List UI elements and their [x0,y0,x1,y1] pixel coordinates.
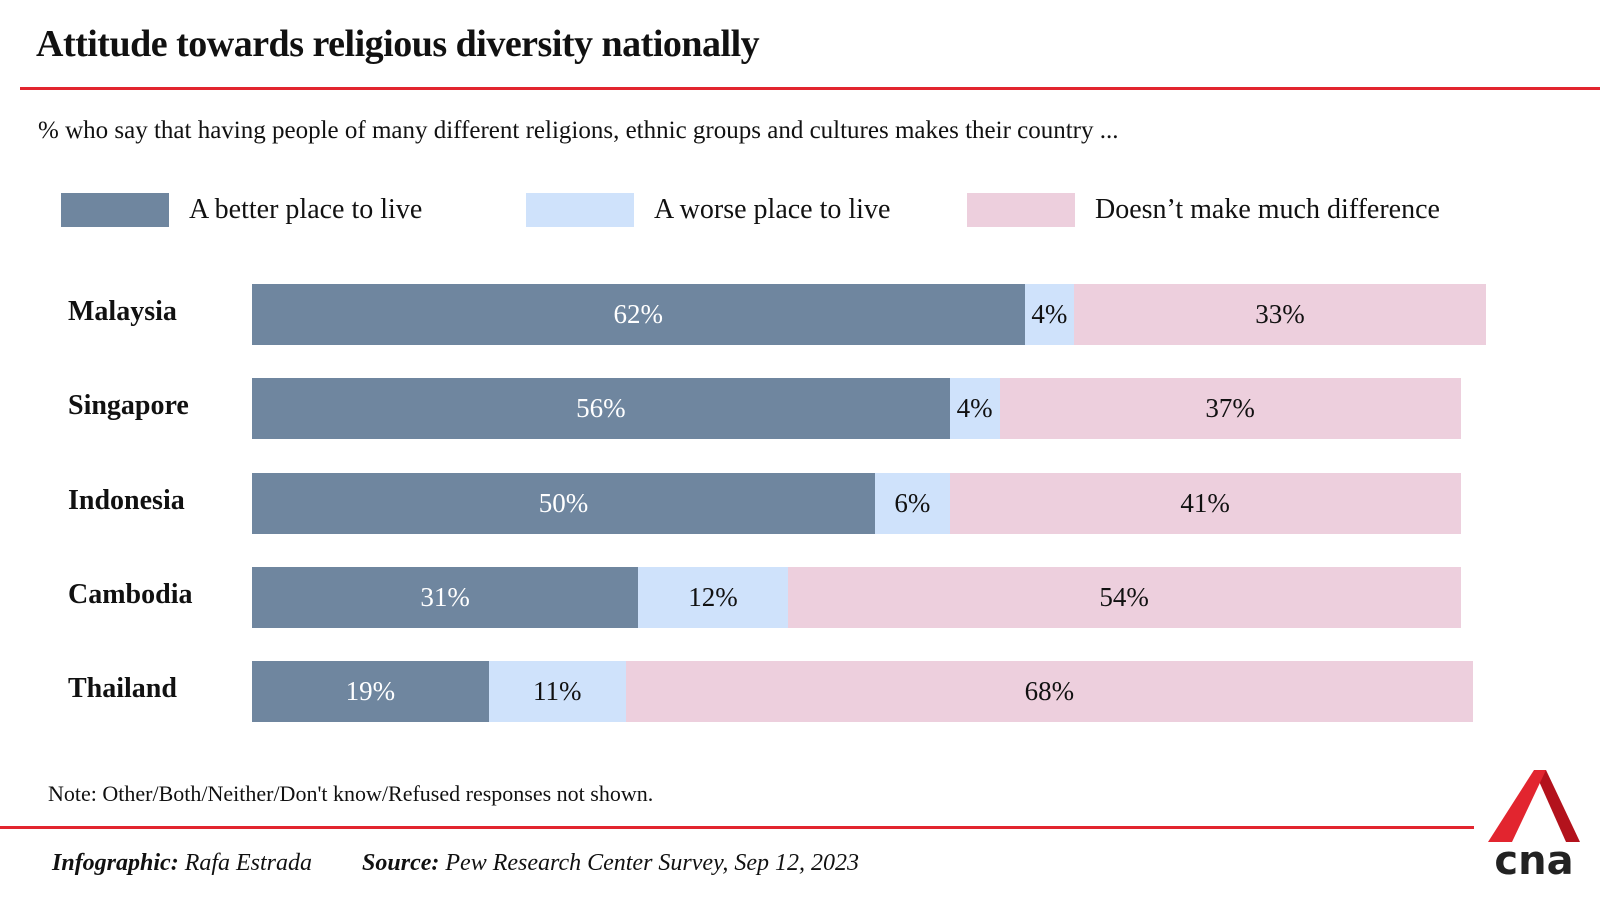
legend-swatch-no-difference [967,193,1075,227]
legend-label-no-difference: Doesn’t make much difference [1095,194,1440,225]
infographic-label: Infographic: [52,850,179,876]
infographic-author: Rafa Estrada [184,850,313,876]
bar-segment-worse-cambodia: 12% [638,566,788,628]
cna-logo: cna [1488,770,1580,880]
logo-mark-left [1488,770,1546,842]
stacked-bar-chart: Malaysia 62% 4% 33% Singapore 56% 4% 37% Indones… [0,270,1600,740]
data-label: 33% [1255,299,1305,329]
legend-label-worse: A worse place to live [654,194,891,225]
bar-segment-worse-malaysia: 4% [1024,284,1075,345]
legend: A better place to live A worse place to … [0,193,1600,229]
data-label: 37% [1205,393,1255,424]
data-label: 11% [533,676,582,707]
data-label: 12% [688,581,738,612]
logo-mark-notch [1512,822,1566,842]
source-label: Source: [362,850,440,876]
bar-segment-better-singapore: 56% [252,378,950,440]
footnote: Note: Other/Both/Neither/Don't know/Refu… [48,781,654,806]
logo-mark-right [1534,770,1580,842]
legend-item-worse: A worse place to live [526,193,890,227]
data-label: 4% [956,393,993,424]
footer-divider [0,826,1474,829]
row-label-cambodia: Cambodia [68,578,193,610]
data-label: 6% [894,487,931,518]
bar-segment-no-difference-malaysia: 33% [1074,284,1486,345]
title-divider [20,87,1600,90]
row-label-indonesia: Indonesia [68,484,185,516]
bar-segment-worse-indonesia: 6% [875,472,950,534]
data-label: 56% [576,393,626,424]
row-label-malaysia: Malaysia [68,296,177,327]
bar-segment-no-difference-singapore: 37% [999,378,1461,440]
bar-segment-no-difference-thailand: 68% [625,661,1474,723]
chart-subtitle: % who say that having people of many dif… [38,117,1119,144]
data-label: 68% [1024,676,1075,707]
data-label: 19% [345,676,396,707]
data-label: 31% [420,581,470,612]
bar-segment-better-indonesia: 50% [252,472,875,534]
logo-text: cna [1494,838,1573,880]
chart-title: Attitude towards religious diversity nat… [36,23,760,65]
bar-segment-better-malaysia: 62% [252,284,1025,345]
data-label: 4% [1031,299,1068,329]
source-value: Pew Research Center Survey, Sep 12, 2023 [445,850,860,876]
row-label-singapore: Singapore [68,390,189,422]
bar-segment-no-difference-cambodia: 54% [787,566,1461,628]
credits: Infographic: Rafa Estrada Source: Pew Re… [52,850,859,877]
bar-segment-no-difference-indonesia: 41% [949,472,1461,534]
data-label: 41% [1180,487,1230,518]
legend-item-better: A better place to live [61,193,422,227]
bar-segment-better-cambodia: 31% [252,566,639,628]
legend-swatch-better [61,193,169,227]
legend-swatch-worse [526,193,634,227]
legend-label-better: A better place to live [189,194,423,225]
data-label: 50% [538,487,589,518]
legend-item-no-difference: Doesn’t make much difference [967,193,1440,227]
bar-segment-worse-singapore: 4% [949,378,1000,440]
bar-segment-worse-thailand: 11% [488,661,626,723]
data-label: 62% [613,299,664,329]
data-label: 54% [1099,581,1149,612]
row-label-thailand: Thailand [68,673,177,705]
bar-segment-better-thailand: 19% [252,661,489,723]
